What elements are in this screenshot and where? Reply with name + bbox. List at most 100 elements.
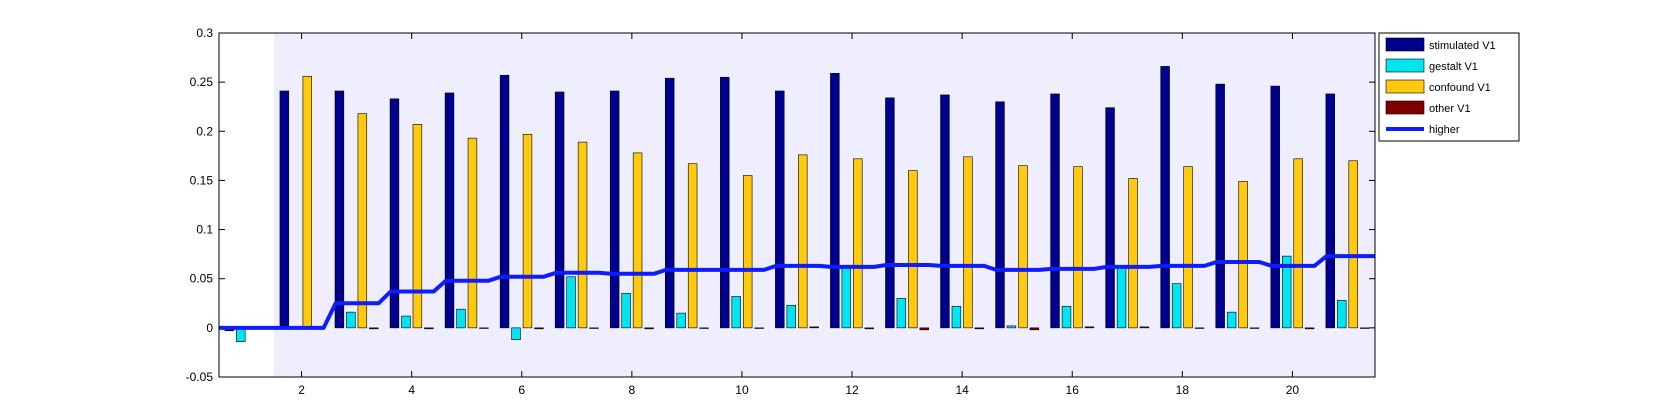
y-tick-label: 0.05 (190, 272, 214, 286)
bar-gestalt-v1 (1006, 325, 1017, 329)
bar-stimulated-v1 (1270, 85, 1280, 329)
bar-confound-v1 (853, 158, 863, 329)
bar-other-v1 (1249, 327, 1260, 329)
bar-stimulated-v1 (389, 98, 400, 329)
bar-stimulated-v1 (995, 101, 1005, 329)
bar-gestalt-v1 (896, 298, 907, 329)
bar-gestalt-v1 (511, 327, 521, 340)
bar-gestalt-v1 (621, 293, 631, 329)
bar-other-v1 (534, 327, 544, 330)
legend-label: other V1 (1429, 103, 1471, 115)
bar-stimulated-v1 (499, 74, 510, 329)
bar-confound-v1 (577, 141, 588, 329)
y-tick-label: -0.05 (186, 370, 214, 384)
bar-confound-v1 (908, 170, 918, 329)
bar-gestalt-v1 (786, 304, 796, 329)
higher-line (219, 254, 1375, 330)
bar-stimulated-v1 (1215, 83, 1225, 329)
bar-gestalt-v1 (1171, 283, 1182, 329)
bar-gestalt-v1 (236, 327, 246, 342)
y-tick-label: 0.3 (196, 26, 213, 40)
bar-other-v1 (754, 327, 764, 329)
bar-confound-v1 (1293, 158, 1303, 329)
y-tick-label: 0.15 (190, 173, 214, 187)
bar-gestalt-v1 (1226, 311, 1237, 329)
legend-label: stimulated V1 (1429, 40, 1496, 52)
bar-gestalt-v1 (951, 305, 962, 329)
bar-stimulated-v1 (775, 90, 785, 329)
bar-confound-v1 (1238, 181, 1248, 329)
bar-confound-v1 (412, 124, 423, 329)
bar-stimulated-v1 (1325, 93, 1335, 329)
bar-other-v1 (1084, 326, 1095, 329)
bar-confound-v1 (357, 113, 368, 329)
bar-other-v1 (1194, 327, 1205, 329)
bar-stimulated-v1 (664, 77, 675, 329)
legend: stimulated V1 gestalt V1 confound V1 other … (1378, 32, 1520, 142)
bar-stimulated-v1 (1050, 93, 1060, 329)
bar-other-v1 (809, 326, 819, 329)
bar-confound-v1 (963, 156, 973, 329)
bar-confound-v1 (1018, 165, 1028, 329)
legend-label: confound V1 (1429, 82, 1491, 94)
legend-label: higher (1429, 124, 1460, 136)
bar-other-v1 (1139, 326, 1150, 329)
legend-swatch (1385, 79, 1425, 94)
x-tick-label: 16 (1066, 383, 1080, 397)
bar-stimulated-v1 (830, 72, 840, 329)
bar-confound-v1 (687, 163, 698, 329)
bar-other-v1 (864, 327, 874, 330)
bar-other-v1 (699, 327, 709, 329)
bar-confound-v1 (798, 154, 808, 329)
bar-confound-v1 (1073, 166, 1083, 329)
bar-gestalt-v1 (1281, 255, 1292, 329)
x-tick-label: 6 (518, 383, 525, 397)
x-tick-label: 8 (629, 383, 636, 397)
y-tick-label: 0.25 (190, 75, 214, 89)
bar-gestalt-v1 (456, 308, 466, 329)
x-tick-label: 4 (408, 383, 415, 397)
bar-stimulated-v1 (1105, 107, 1115, 329)
tick-labels: -0.05 0 0.05 0.1 0.15 0.2 0.25 0.3 2 4 6 8 10 12 14 16 1… (186, 26, 1300, 397)
y-tick-label: 0.2 (196, 124, 213, 138)
bar-other-v1 (1029, 327, 1040, 331)
bar-stimulated-v1 (885, 97, 895, 329)
x-tick-label: 18 (1176, 383, 1190, 397)
bar-gestalt-v1 (401, 315, 411, 329)
bar-gestalt-v1 (1116, 266, 1127, 329)
bar-confound-v1 (522, 133, 533, 329)
bar-gestalt-v1 (1061, 305, 1072, 329)
bar-confound-v1 (1128, 178, 1138, 329)
bar-confound-v1 (742, 175, 753, 329)
bar-gestalt-v1 (731, 296, 741, 329)
bar-other-v1 (424, 327, 434, 330)
bar-stimulated-v1 (609, 90, 620, 329)
bar-other-v1 (974, 327, 985, 330)
bars-layer (224, 66, 1370, 342)
plot-frame (218, 32, 1376, 378)
bar-other-v1 (644, 327, 654, 330)
x-tick-label: 20 (1286, 383, 1300, 397)
x-tick-label: 2 (298, 383, 305, 397)
bar-other-v1 (919, 327, 930, 331)
bar-other-v1 (369, 327, 379, 330)
y-tick-label: 0 (206, 321, 213, 335)
bar-stimulated-v1 (444, 92, 455, 329)
bar-confound-v1 (1183, 166, 1193, 329)
bar-gestalt-v1 (841, 266, 852, 329)
bar-confound-v1 (302, 75, 313, 329)
bar-stimulated-v1 (554, 91, 565, 329)
bar-gestalt-v1 (566, 276, 576, 329)
legend-swatch (1385, 58, 1425, 73)
x-tick-label: 10 (735, 383, 749, 397)
bar-other-v1 (479, 327, 489, 329)
legend-swatch (1385, 100, 1425, 115)
shaded-region (274, 33, 1375, 377)
bar-confound-v1 (632, 152, 643, 329)
bar-stimulated-v1 (720, 76, 730, 329)
y-tick-label: 0.1 (196, 223, 213, 237)
bar-confound-v1 (467, 137, 478, 329)
bar-gestalt-v1 (676, 312, 686, 329)
legend-label: gestalt V1 (1429, 61, 1478, 73)
x-tick-label: 12 (845, 383, 859, 397)
